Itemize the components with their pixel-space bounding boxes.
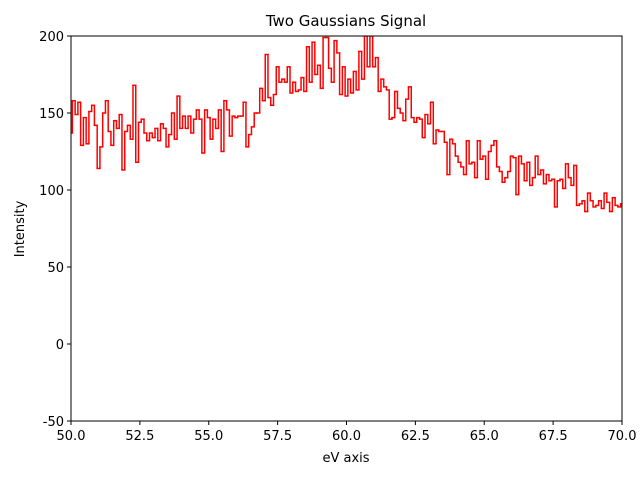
x-tick-label: 50.0	[57, 429, 86, 444]
x-tick-label: 70.0	[608, 429, 637, 444]
x-tick-label: 67.5	[539, 429, 568, 444]
y-tick-label: 0	[56, 338, 64, 353]
x-tick-label: 52.5	[125, 429, 154, 444]
x-tick-label: 55.0	[194, 429, 223, 444]
y-tick-label: 100	[39, 184, 64, 199]
x-tick-label: 62.5	[401, 429, 430, 444]
y-tick-label: 150	[39, 107, 64, 122]
y-tick-label: 200	[39, 30, 64, 45]
y-tick-label: 50	[47, 261, 64, 276]
x-tick-label: 60.0	[332, 429, 361, 444]
y-tick-label: -50	[43, 415, 64, 430]
x-axis-label: eV axis	[322, 451, 369, 466]
x-tick-label: 57.5	[263, 429, 292, 444]
plot-area	[71, 36, 622, 213]
x-tick-label: 65.0	[470, 429, 499, 444]
chart-title: Two Gaussians Signal	[265, 12, 426, 30]
y-axis-label: Intensity	[13, 200, 28, 257]
